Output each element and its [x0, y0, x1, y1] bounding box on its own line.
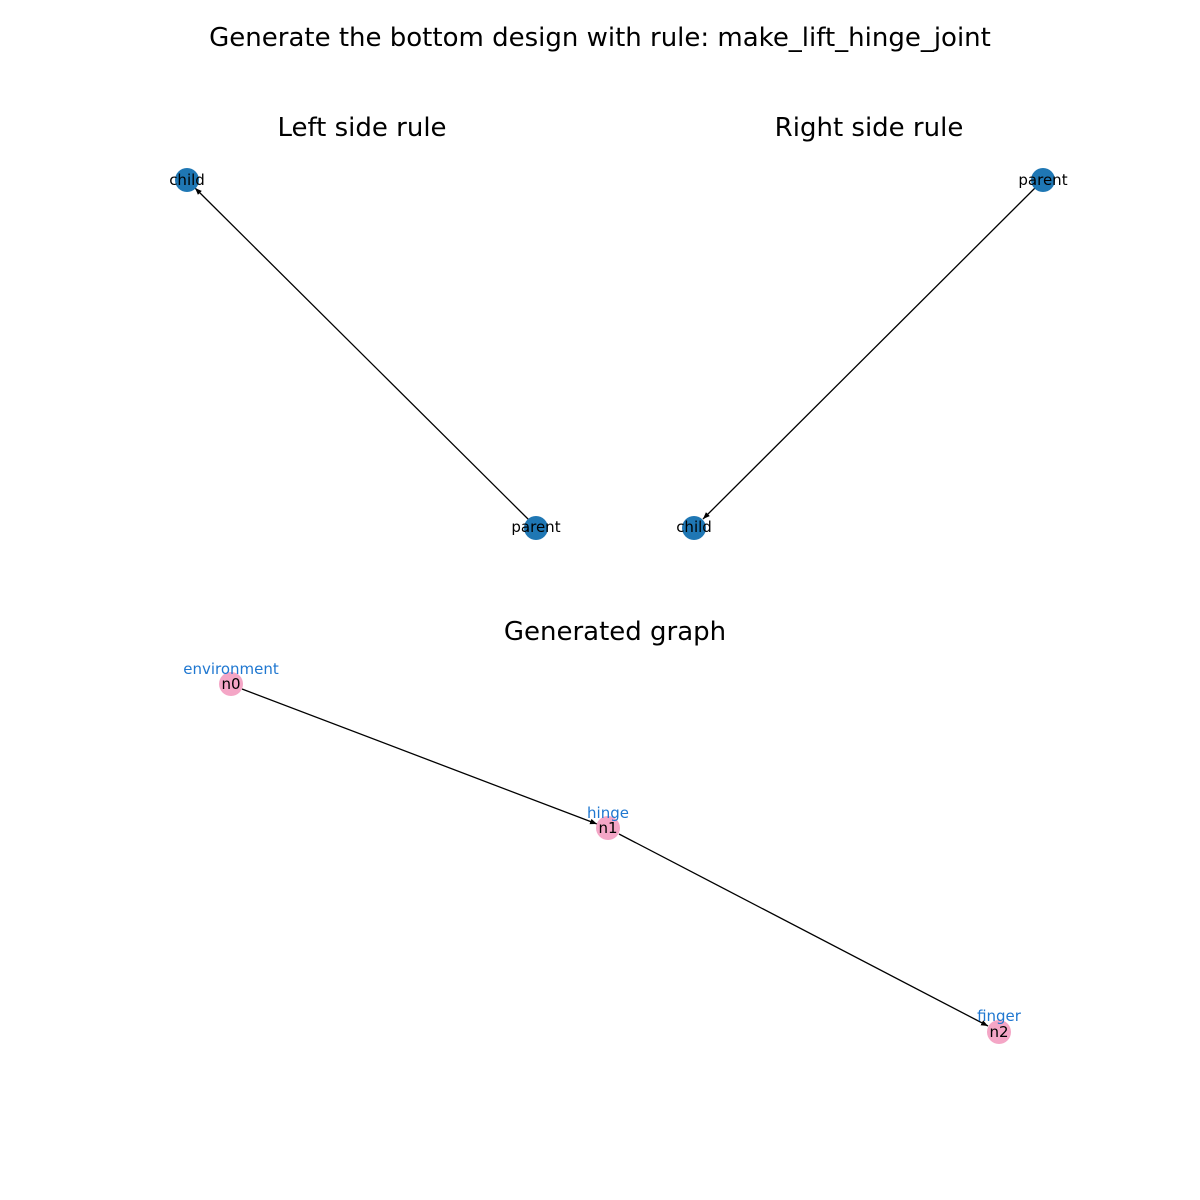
generated-node-label-n2: n2	[989, 1023, 1008, 1041]
left-rule-edge	[194, 187, 530, 521]
left-rule-label-parent: parent	[511, 518, 560, 536]
right-rule-title: Right side rule	[775, 113, 964, 143]
generated-node-n1	[596, 816, 620, 840]
left-rule-node-child	[175, 168, 199, 192]
generated-node-label-n1: n1	[598, 819, 617, 837]
generated-node-label-n0: n0	[221, 675, 240, 693]
figure-title: Generate the bottom design with rule: ma…	[209, 23, 991, 53]
right-rule-label-child: child	[676, 518, 712, 536]
generated-graph-panel: Generated graph n0 n1 n2 environment hin…	[183, 617, 1022, 1044]
generated-graph-title: Generated graph	[504, 617, 726, 647]
generated-edge-n0-n1	[241, 688, 598, 825]
generated-node-n0	[219, 672, 243, 696]
generated-edge-n1-n2	[618, 833, 989, 1027]
generated-type-label-n0: environment	[183, 660, 279, 678]
right-rule-label-parent: parent	[1018, 171, 1067, 189]
left-rule-label-child: child	[169, 171, 205, 189]
right-rule-edge	[702, 186, 1037, 520]
generated-type-label-n2: finger	[977, 1007, 1022, 1025]
right-rule-node-parent	[1031, 168, 1055, 192]
left-rule-panel: Left side rule child parent	[169, 113, 561, 540]
right-rule-panel: Right side rule parent child	[676, 113, 1068, 540]
left-rule-node-parent	[524, 516, 548, 540]
right-rule-node-child	[682, 516, 706, 540]
left-rule-title: Left side rule	[277, 113, 446, 143]
generated-node-n2	[987, 1020, 1011, 1044]
generated-type-label-n1: hinge	[587, 804, 629, 822]
